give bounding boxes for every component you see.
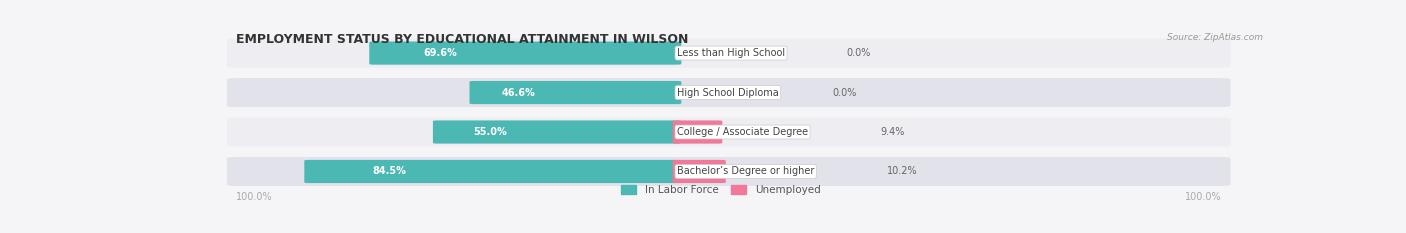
Text: Less than High School: Less than High School bbox=[678, 48, 785, 58]
Text: 84.5%: 84.5% bbox=[373, 167, 406, 176]
Text: 69.6%: 69.6% bbox=[423, 48, 457, 58]
Text: 46.6%: 46.6% bbox=[502, 88, 536, 98]
Text: 55.0%: 55.0% bbox=[474, 127, 508, 137]
FancyBboxPatch shape bbox=[226, 78, 1230, 107]
Text: College / Associate Degree: College / Associate Degree bbox=[678, 127, 808, 137]
Text: Bachelor’s Degree or higher: Bachelor’s Degree or higher bbox=[678, 167, 814, 176]
Text: Source: ZipAtlas.com: Source: ZipAtlas.com bbox=[1167, 33, 1263, 42]
FancyBboxPatch shape bbox=[433, 120, 682, 144]
Legend: In Labor Force, Unemployed: In Labor Force, Unemployed bbox=[620, 185, 821, 195]
FancyBboxPatch shape bbox=[672, 160, 725, 183]
Text: 100.0%: 100.0% bbox=[236, 192, 273, 202]
Text: 0.0%: 0.0% bbox=[846, 48, 870, 58]
FancyBboxPatch shape bbox=[370, 41, 682, 65]
FancyBboxPatch shape bbox=[226, 118, 1230, 147]
Text: EMPLOYMENT STATUS BY EDUCATIONAL ATTAINMENT IN WILSON: EMPLOYMENT STATUS BY EDUCATIONAL ATTAINM… bbox=[236, 33, 688, 46]
FancyBboxPatch shape bbox=[226, 157, 1230, 186]
Text: 9.4%: 9.4% bbox=[880, 127, 904, 137]
Text: 100.0%: 100.0% bbox=[1185, 192, 1222, 202]
FancyBboxPatch shape bbox=[672, 120, 723, 144]
FancyBboxPatch shape bbox=[304, 160, 682, 183]
Text: 10.2%: 10.2% bbox=[887, 167, 917, 176]
FancyBboxPatch shape bbox=[226, 39, 1230, 68]
Text: High School Diploma: High School Diploma bbox=[678, 88, 779, 98]
FancyBboxPatch shape bbox=[470, 81, 682, 104]
Text: 0.0%: 0.0% bbox=[832, 88, 858, 98]
